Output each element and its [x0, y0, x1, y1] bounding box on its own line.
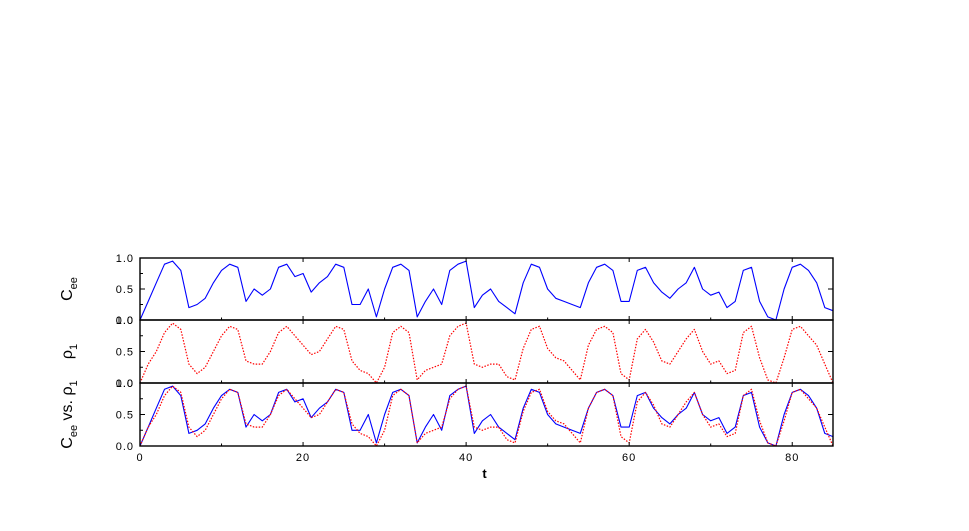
x-tick-label: 60	[622, 452, 636, 464]
y-axis-label-subscript: ee	[68, 277, 80, 289]
y-axis-label-subscript2: 1	[68, 380, 80, 386]
panel-frame-top	[139, 257, 834, 321]
x-axis-label: t	[482, 466, 487, 481]
x-tick-label: 40	[459, 452, 473, 464]
y-axis-label-main: ρ	[59, 350, 76, 359]
y-axis-label-main: C	[59, 437, 76, 449]
y-axis-label-vs: vs.	[59, 396, 76, 425]
y-tick-label-bottom: 0.0	[116, 441, 134, 453]
y-tick-label-top: 0.0	[116, 315, 134, 327]
y-tick-label-bottom: 1.0	[116, 378, 134, 390]
y-tick-label-middle: 1.0	[116, 315, 134, 327]
y-tick-label-top: 1.0	[116, 253, 134, 265]
x-tick-label: 80	[785, 452, 799, 464]
series-rho-1-line-middle	[139, 322, 834, 384]
series-c-ee-line-top	[139, 260, 834, 321]
y-tick-label-bottom: 0.5	[116, 410, 134, 422]
y-axis-label-middle: ρ1	[59, 344, 80, 359]
x-tick-label: 20	[296, 452, 310, 464]
y-tick-label-middle: 0.0	[116, 378, 134, 390]
y-axis-label-main: C	[59, 289, 76, 301]
y-axis-label-subscript: ee	[68, 425, 80, 437]
x-tick-label: 0	[136, 452, 143, 464]
y-axis-label-main2: ρ	[59, 386, 76, 395]
y-tick-label-top: 0.5	[116, 284, 134, 296]
series-c-ee-line-bottom	[139, 385, 834, 447]
y-axis-label-subscript: 1	[68, 344, 80, 350]
y-axis-label-bottom: Cee vs. ρ1	[59, 380, 80, 448]
y-tick-label-middle: 0.5	[116, 347, 134, 359]
y-axis-label-top: Cee	[59, 277, 80, 301]
